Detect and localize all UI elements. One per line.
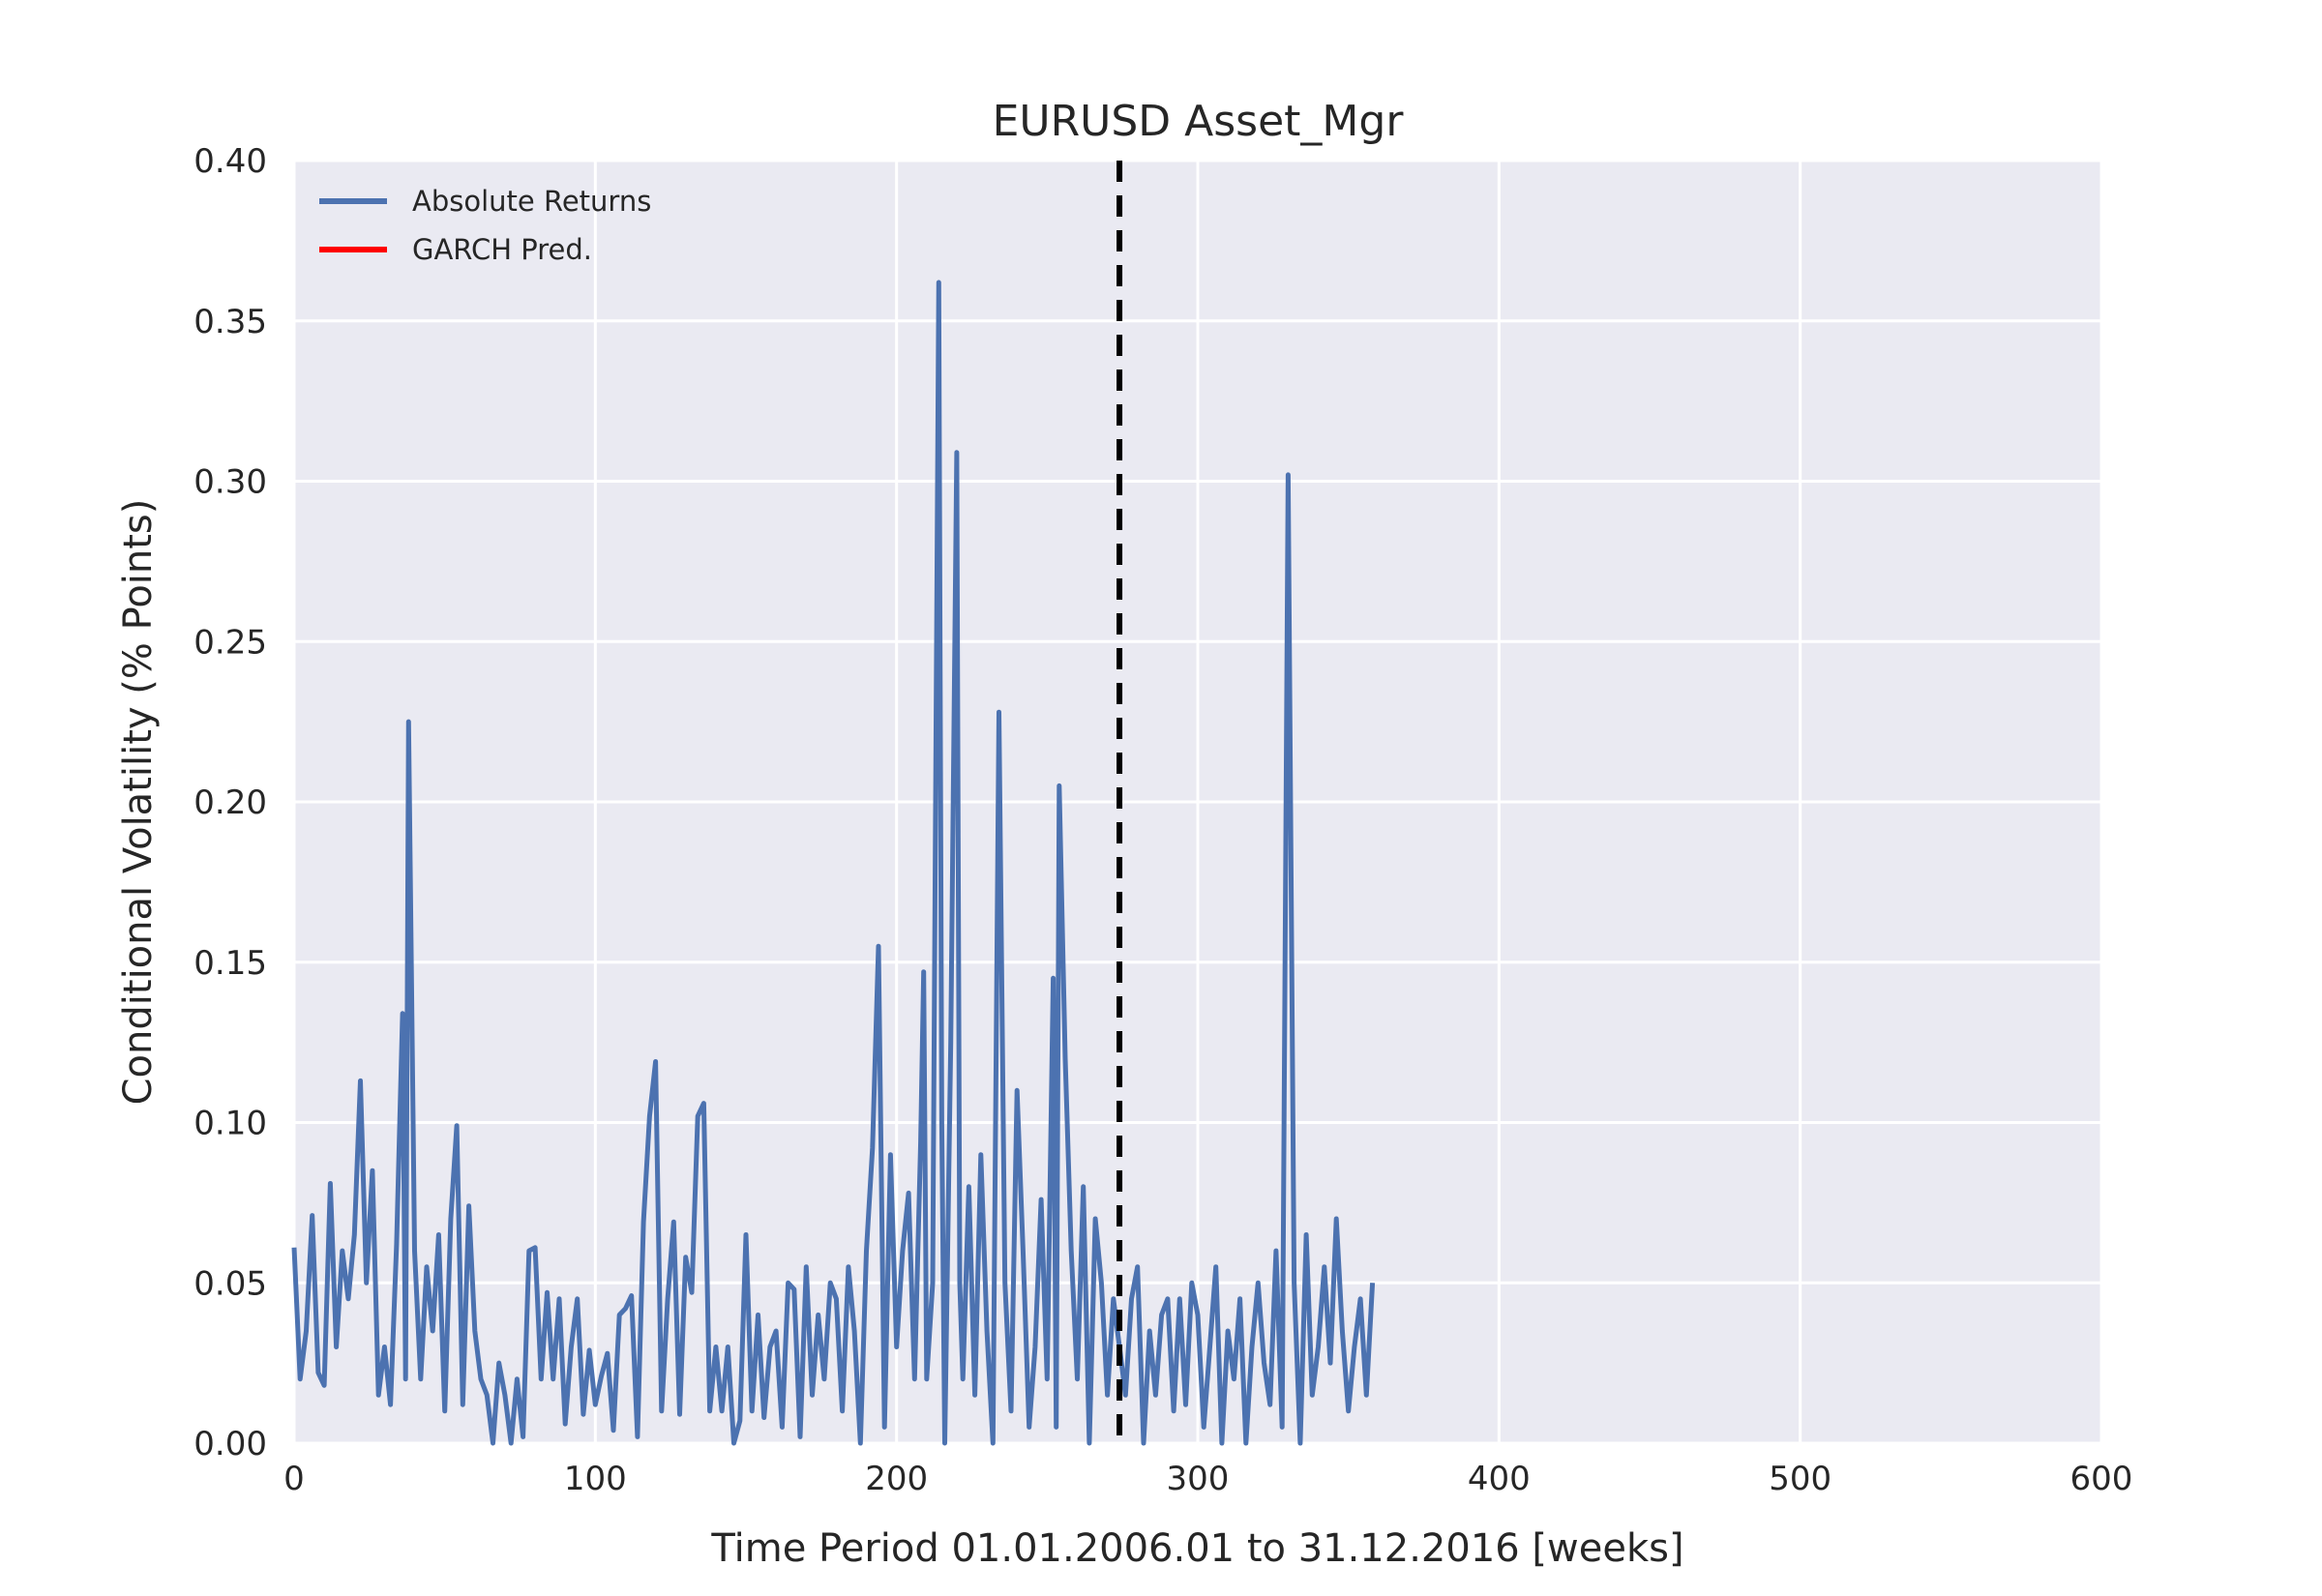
x-tick-label: 600 [2070,1460,2133,1498]
x-tick-labels: 0 100 200 300 400 500 600 [283,1460,2132,1498]
x-tick-label: 100 [564,1460,627,1498]
grid [292,159,2103,1445]
x-axis-label: Time Period 01.01.2006.01 to 31.12.2016 … [710,1526,1683,1571]
x-tick-label: 500 [1769,1460,1831,1498]
series-line-0 [291,280,1376,1446]
x-tick-label: 300 [1167,1460,1230,1498]
x-tick-label: 200 [865,1460,928,1498]
legend-label: GARCH Pred. [412,233,592,266]
y-tick-label: 0.00 [194,1425,267,1463]
y-tick-label: 0.30 [194,463,267,502]
series-layer [291,280,1376,1446]
legend: Absolute Returns GARCH Pred. [319,185,651,266]
y-tick-label: 0.35 [194,303,267,341]
y-tick-label: 0.05 [194,1264,267,1303]
y-tick-label: 0.25 [194,623,267,662]
y-tick-label: 0.40 [194,142,267,181]
x-tick-label: 0 [283,1460,305,1498]
chart-title: EURUSD Asset_Mgr [993,97,1405,146]
y-tick-label: 0.10 [194,1105,267,1143]
y-tick-labels: 0.00 0.05 0.10 0.15 0.20 0.25 0.30 0.35 0.40 [194,142,267,1463]
y-tick-label: 0.20 [194,783,267,822]
y-axis-label: Conditional Volatility (% Points) [116,499,161,1106]
y-tick-label: 0.15 [194,944,267,983]
x-tick-label: 400 [1468,1460,1531,1498]
legend-label: Absolute Returns [412,185,651,218]
